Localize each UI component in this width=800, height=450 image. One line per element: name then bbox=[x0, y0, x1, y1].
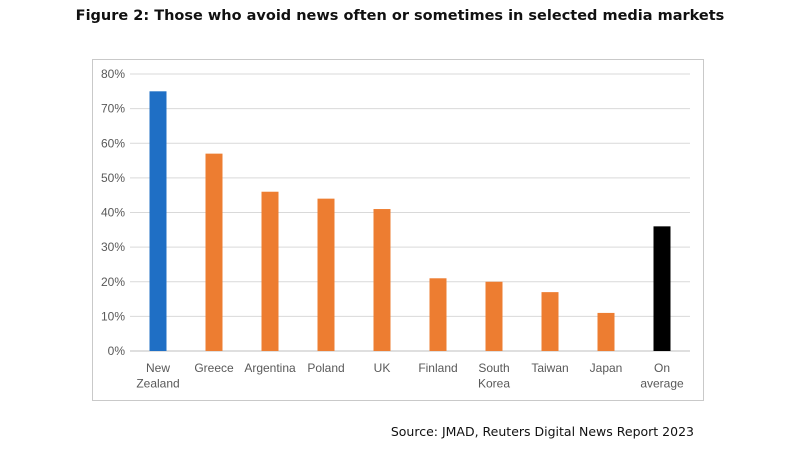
bars bbox=[149, 91, 671, 351]
bar-japan bbox=[597, 312, 615, 351]
bar-south-korea bbox=[485, 281, 503, 351]
x-tick-label: Argentina bbox=[244, 361, 296, 375]
x-tick-label: South bbox=[478, 361, 509, 375]
y-tick-label: 70% bbox=[101, 102, 125, 116]
x-tick-label: Taiwan bbox=[531, 361, 568, 375]
gridlines bbox=[130, 73, 690, 352]
bar-poland bbox=[317, 198, 335, 351]
y-tick-label: 0% bbox=[108, 344, 126, 358]
y-tick-label: 80% bbox=[101, 67, 125, 81]
x-axis-ticks: New Zealand Greece Argentina Poland UK Finland… bbox=[136, 361, 684, 391]
bar-argentina bbox=[261, 191, 279, 351]
x-tick-label: Finland bbox=[418, 361, 457, 375]
y-tick-label: 30% bbox=[101, 240, 125, 254]
x-tick-label: Zealand bbox=[136, 377, 179, 391]
bar-new-zealand bbox=[149, 91, 167, 351]
bar-uk bbox=[373, 209, 391, 351]
chart-frame bbox=[92, 59, 704, 401]
chart-title: Figure 2: Those who avoid news often or … bbox=[75, 8, 725, 24]
x-tick-label: New bbox=[146, 361, 170, 375]
y-axis-ticks: 0% 10% 20% 30% 40% 50% 60% 70% 80% bbox=[101, 67, 125, 358]
x-tick-label: Poland bbox=[307, 361, 344, 375]
x-tick-label: UK bbox=[374, 361, 391, 375]
y-tick-label: 60% bbox=[101, 136, 125, 150]
source-note: Source: JMAD, Reuters Digital News Repor… bbox=[390, 424, 694, 439]
y-tick-label: 50% bbox=[101, 171, 125, 185]
bar-on-average bbox=[653, 226, 671, 351]
x-tick-label: On bbox=[654, 361, 670, 375]
bar-finland bbox=[429, 278, 447, 351]
x-tick-label: Greece bbox=[194, 361, 234, 375]
bar-greece bbox=[205, 153, 223, 351]
bar-taiwan bbox=[541, 292, 559, 351]
y-tick-label: 20% bbox=[101, 275, 125, 289]
x-tick-label: Japan bbox=[590, 361, 623, 375]
y-tick-label: 40% bbox=[101, 206, 125, 220]
x-tick-label: Korea bbox=[478, 377, 510, 391]
x-tick-label: average bbox=[640, 377, 684, 391]
y-tick-label: 10% bbox=[101, 309, 125, 323]
